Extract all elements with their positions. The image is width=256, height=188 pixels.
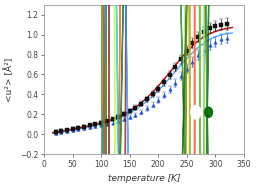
Ellipse shape <box>180 0 187 188</box>
Ellipse shape <box>204 0 211 188</box>
Ellipse shape <box>191 105 201 119</box>
Ellipse shape <box>205 107 212 117</box>
Y-axis label: <u²> [Å²]: <u²> [Å²] <box>5 57 15 102</box>
Ellipse shape <box>188 0 191 188</box>
Ellipse shape <box>180 0 187 188</box>
Ellipse shape <box>199 0 201 188</box>
Ellipse shape <box>205 107 212 117</box>
Ellipse shape <box>183 0 189 188</box>
Ellipse shape <box>124 0 127 188</box>
Ellipse shape <box>116 0 124 188</box>
Ellipse shape <box>103 0 105 188</box>
Ellipse shape <box>113 0 121 188</box>
Ellipse shape <box>199 0 201 188</box>
Ellipse shape <box>194 0 195 188</box>
Ellipse shape <box>106 0 107 188</box>
Ellipse shape <box>194 0 195 188</box>
Ellipse shape <box>183 0 189 188</box>
Ellipse shape <box>202 0 207 188</box>
Ellipse shape <box>101 0 102 188</box>
Ellipse shape <box>100 0 109 188</box>
Ellipse shape <box>202 0 207 188</box>
Ellipse shape <box>113 0 116 188</box>
X-axis label: temperature [K]: temperature [K] <box>108 174 180 183</box>
Ellipse shape <box>188 0 191 188</box>
Ellipse shape <box>117 0 127 188</box>
Ellipse shape <box>204 0 211 188</box>
Ellipse shape <box>122 0 131 188</box>
Ellipse shape <box>101 0 106 188</box>
